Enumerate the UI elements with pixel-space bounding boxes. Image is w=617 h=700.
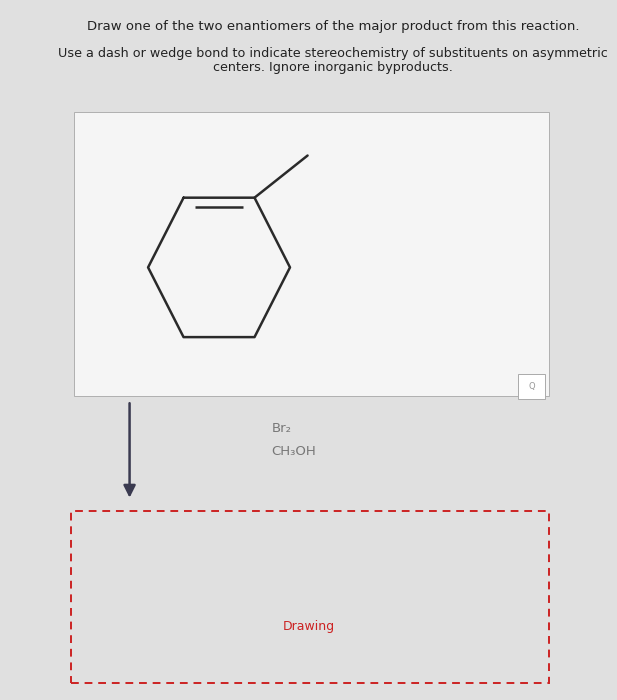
Text: Draw one of the two enantiomers of the major product from this reaction.: Draw one of the two enantiomers of the m…	[87, 20, 579, 33]
Text: Br₂: Br₂	[271, 422, 291, 435]
Text: centers. Ignore inorganic byproducts.: centers. Ignore inorganic byproducts.	[213, 61, 453, 74]
Text: Use a dash or wedge bond to indicate stereochemistry of substituents on asymmetr: Use a dash or wedge bond to indicate ste…	[58, 47, 608, 60]
Text: Drawing: Drawing	[283, 620, 334, 633]
FancyBboxPatch shape	[74, 112, 549, 395]
Text: Q: Q	[529, 382, 535, 391]
FancyBboxPatch shape	[518, 374, 545, 399]
Text: CH₃OH: CH₃OH	[271, 445, 317, 458]
